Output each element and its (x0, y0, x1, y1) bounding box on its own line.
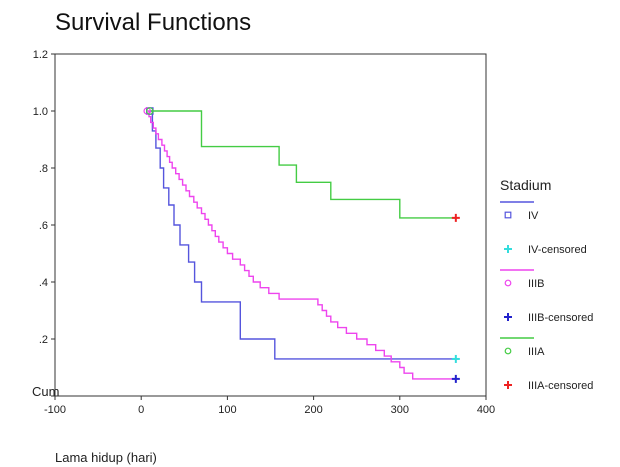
x-tick-label: 200 (304, 404, 322, 416)
legend-label-iiia-censored: IIIA-censored (528, 380, 593, 392)
legend-marker-iiib-censored (504, 313, 512, 321)
legend: Stadium IV IV-censored IIIB IIIB-censored II… (500, 177, 593, 392)
legend-label-iiia: IIIA (528, 346, 545, 358)
legend-title: Stadium (500, 177, 551, 193)
x-tick-label: 100 (218, 404, 236, 416)
y-axis-label: Cum (32, 384, 59, 399)
y-tick-label: .6 (39, 220, 48, 232)
series-line-iv (149, 110, 456, 360)
chart-title: Survival Functions (55, 9, 251, 36)
x-tick-label: 0 (138, 404, 144, 416)
x-tick-label: -100 (44, 404, 66, 416)
x-axis-label: Lama hidup (hari) (55, 450, 157, 465)
plot-frame (54, 53, 487, 397)
x-tick-label: 300 (391, 404, 409, 416)
legend-marker-iiia-censored (504, 381, 512, 389)
censored-marker-iiib-censored (451, 374, 460, 383)
x-tick-label: 400 (477, 404, 495, 416)
legend-marker-iiib (504, 279, 512, 287)
legend-label-iv-censored: IV-censored (528, 244, 587, 256)
y-tick-label: .2 (39, 334, 48, 346)
y-tick-label: .4 (39, 277, 48, 289)
y-tick-label: .8 (39, 163, 48, 175)
legend-marker-iiia (504, 347, 512, 355)
series-line-iiia (149, 110, 456, 219)
censored-marker-iiia-censored (451, 213, 460, 222)
legend-label-iiib: IIIB (528, 278, 545, 290)
series-line-iiib (147, 110, 456, 380)
censored-marker-iv-censored (451, 354, 460, 363)
legend-label-iv: IV (528, 210, 539, 222)
start-marker-iiia (146, 107, 154, 115)
start-marker-iiib (143, 107, 152, 115)
y-tick-label: 1.2 (33, 49, 48, 61)
y-tick-label: 1.0 (33, 106, 48, 118)
legend-marker-iv-censored (504, 245, 512, 253)
legend-label-iiib-censored: IIIB-censored (528, 312, 593, 324)
legend-marker-iv (504, 211, 512, 219)
